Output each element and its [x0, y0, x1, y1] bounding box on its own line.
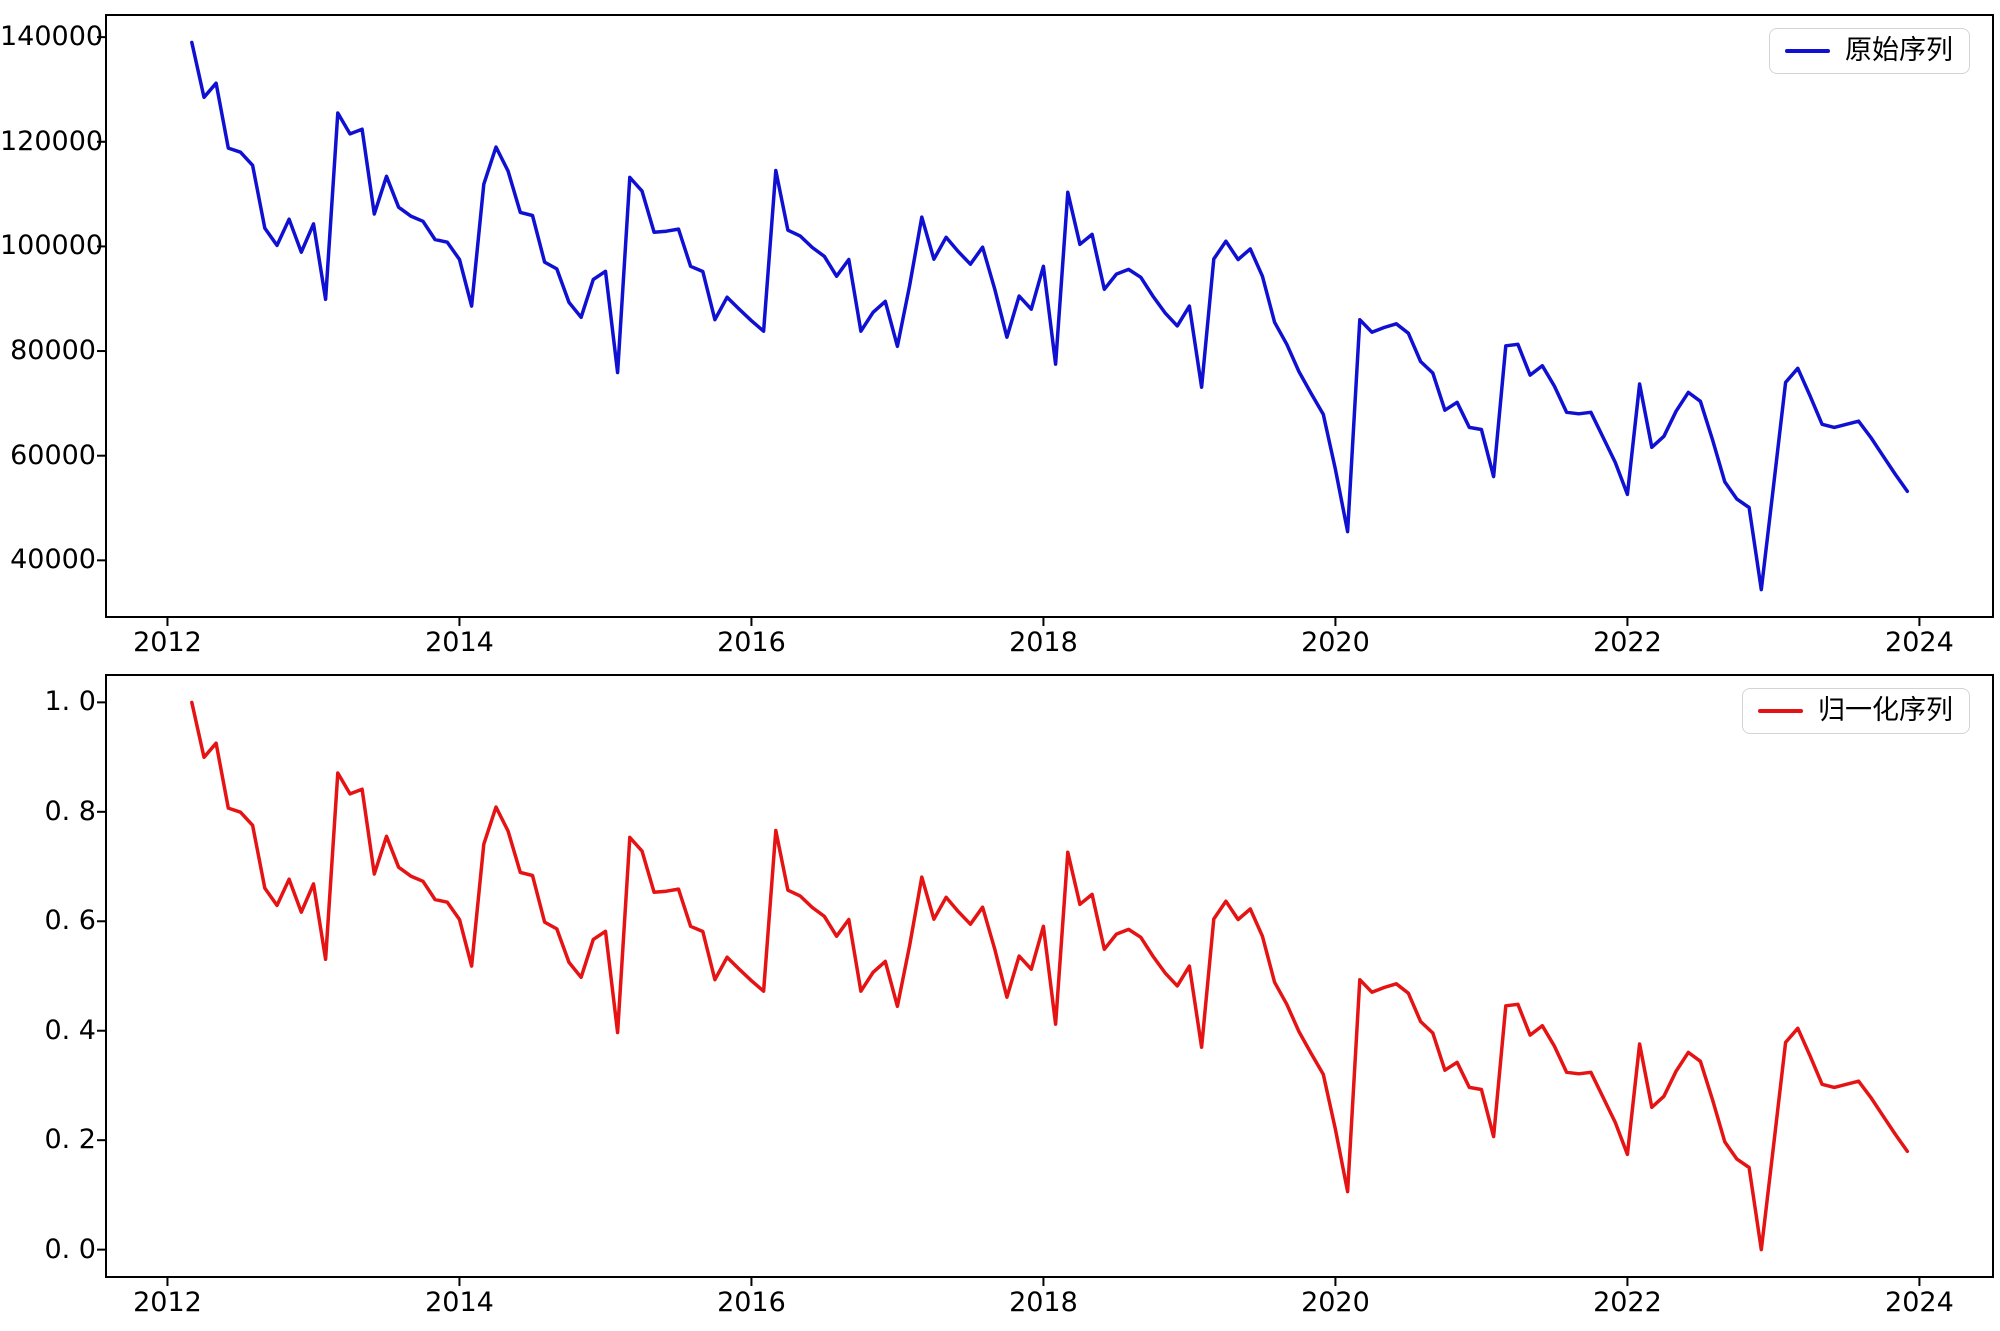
- legend-normalized: 归一化序列: [1742, 688, 1970, 734]
- legend-line-sample-normalized: [1758, 709, 1803, 713]
- plot-box-normalized: [105, 674, 1994, 1278]
- series-line-original: [190, 40, 1910, 592]
- legend-label-normalized: 归一化序列: [1818, 695, 1953, 726]
- legend-line-sample-original: [1785, 49, 1830, 53]
- legend-label-original: 原始序列: [1845, 35, 1953, 66]
- plot-box-original: [105, 14, 1994, 618]
- legend-original: 原始序列: [1769, 28, 1970, 74]
- series-line-normalized: [190, 700, 1910, 1252]
